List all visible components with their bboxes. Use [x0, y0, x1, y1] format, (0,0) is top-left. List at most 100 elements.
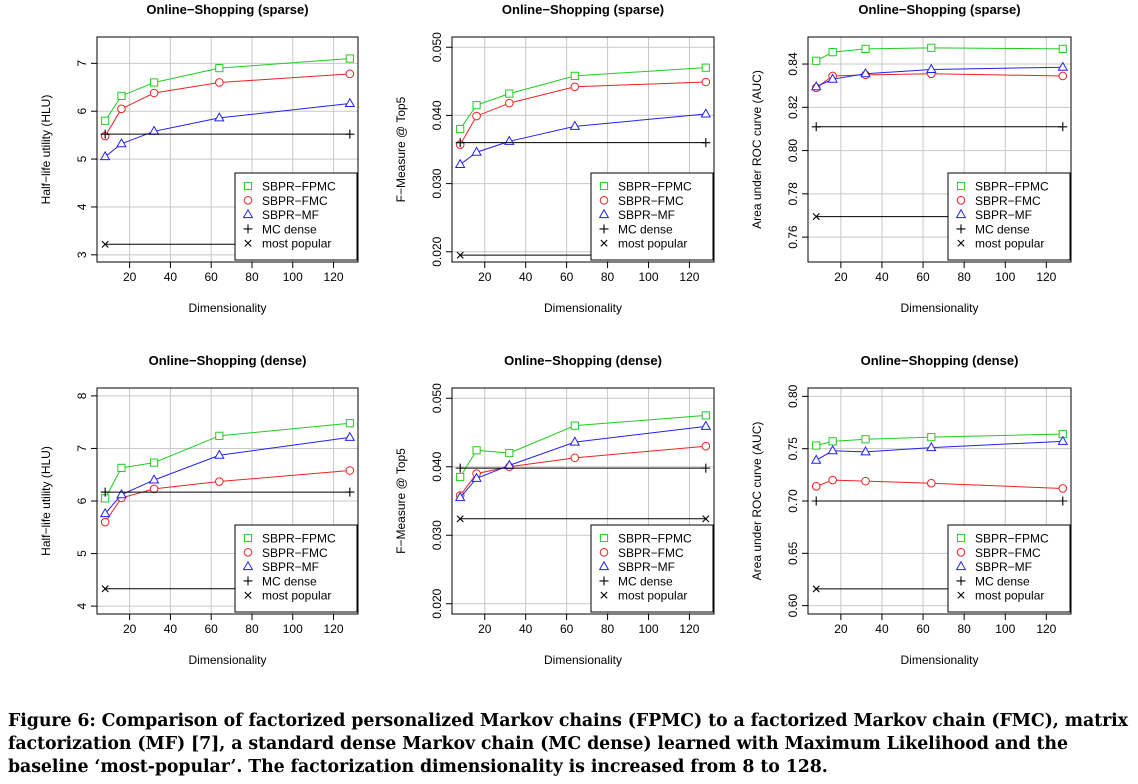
- data-point-triangle: [827, 73, 838, 83]
- legend-label: SBPR−FPMC: [975, 180, 1049, 194]
- chart-panel-5: 20 40 60 80 100 120 0.020 0.030 0.040 0.050 Online…: [394, 353, 715, 667]
- y-axis-label: Half−life utility (HLU): [39, 446, 53, 556]
- data-point-square: [861, 435, 870, 444]
- data-point-plus: [100, 129, 110, 139]
- data-point-plus: [1058, 496, 1068, 506]
- data-point-square: [701, 411, 710, 420]
- y-tick-label: 0.050: [430, 32, 444, 62]
- legend-marker-circle: [599, 196, 609, 205]
- x-tick-label: 120: [324, 270, 344, 284]
- legend-marker-plus: [243, 224, 253, 234]
- data-point-plus: [1058, 122, 1068, 132]
- legend-label: SBPR−MF: [262, 208, 319, 222]
- data-point-square: [570, 421, 579, 430]
- series-line-triangle: [459, 425, 706, 498]
- y-tick-label: 4: [75, 602, 89, 609]
- y-tick-label: 5: [75, 550, 89, 557]
- legend-label: SBPR−FMC: [262, 194, 328, 208]
- data-point-triangle: [810, 454, 822, 464]
- legend-label: SBPR−FPMC: [262, 180, 336, 194]
- legend-marker-circle: [956, 196, 966, 205]
- data-point-plus: [811, 496, 821, 506]
- data-point-square: [505, 448, 514, 458]
- x-axis-label: Dimensionality: [188, 653, 266, 667]
- legend-label: SBPR−FPMC: [618, 532, 692, 546]
- data-point-triangle: [700, 108, 712, 118]
- chart-title: Online−Shopping (sparse): [858, 2, 1020, 17]
- x-tick-label: 20: [123, 270, 137, 284]
- data-point-square: [149, 78, 159, 87]
- x-tick-label: 100: [638, 270, 658, 284]
- data-point-plus: [345, 487, 355, 497]
- data-point-plus: [701, 463, 711, 473]
- y-tick-label: 0.020: [430, 588, 444, 618]
- y-tick-label: 0.020: [430, 236, 444, 266]
- data-point-triangle: [827, 444, 838, 455]
- legend-label: SBPR−FMC: [618, 546, 684, 560]
- data-point-circle: [345, 69, 355, 79]
- data-point-square: [117, 91, 126, 100]
- y-tick-label: 3: [75, 251, 89, 258]
- x-axis-label: Dimensionality: [544, 653, 622, 667]
- y-tick-label: 0.050: [430, 383, 444, 413]
- x-tick-label: 40: [164, 270, 178, 284]
- data-point-triangle: [926, 441, 937, 452]
- y-tick-label: 0.82: [786, 95, 800, 119]
- y-tick-label: 5: [75, 155, 89, 162]
- x-tick-label: 100: [283, 622, 303, 636]
- series-line-square: [815, 47, 1063, 62]
- data-point-circle: [926, 478, 936, 488]
- series-line-circle: [459, 81, 706, 145]
- legend-box: [590, 172, 714, 261]
- x-axis-label: Dimensionality: [188, 301, 266, 315]
- plot-frame: [96, 36, 359, 263]
- data-point-circle: [149, 484, 159, 494]
- x-tick-label: 80: [245, 622, 259, 636]
- x-tick-label: 80: [957, 622, 971, 636]
- data-point-square: [828, 437, 837, 446]
- data-point-x: [812, 585, 820, 593]
- series-line-square: [816, 433, 1063, 447]
- y-tick-label: 0.040: [430, 451, 444, 481]
- legend-label: SBPR−MF: [618, 560, 675, 574]
- data-point-square: [828, 48, 837, 57]
- data-point-triangle: [700, 420, 712, 430]
- data-point-circle: [117, 104, 126, 114]
- y-tick-label: 0.60: [786, 594, 800, 618]
- data-point-triangle: [471, 472, 482, 482]
- data-point-triangle: [344, 97, 356, 108]
- data-point-triangle: [860, 67, 871, 78]
- legend-marker-square: [599, 533, 609, 543]
- series-line-triangle: [816, 66, 1063, 88]
- plot-frame: [451, 36, 715, 263]
- chart-title: Online−Shopping (sparse): [146, 2, 308, 17]
- legend-label: SBPR−FPMC: [975, 532, 1049, 546]
- chart-grid: 20 40 60 80 100 120 3 4 5 6 7 Online−Shopping (spar…: [39, 2, 1072, 667]
- legend-marker-x: [244, 591, 252, 599]
- chart-title: Online−Shopping (dense): [504, 353, 662, 368]
- legend-box: [234, 172, 358, 261]
- x-tick-label: 60: [205, 270, 219, 284]
- data-point-triangle: [1057, 435, 1069, 445]
- legend-label: SBPR−FMC: [975, 546, 1041, 560]
- data-point-circle: [1058, 484, 1068, 493]
- legend-box: [590, 524, 714, 613]
- data-point-triangle: [454, 491, 466, 502]
- data-point-triangle: [99, 507, 111, 518]
- x-axis-label: Dimensionality: [544, 301, 622, 315]
- x-tick-label: 60: [560, 270, 574, 284]
- x-tick-label: 80: [601, 622, 615, 636]
- plot-frame: [807, 36, 1072, 263]
- legend-label: MC dense: [975, 574, 1030, 588]
- data-point-x: [812, 212, 820, 221]
- y-tick-label: 0.040: [430, 100, 444, 130]
- x-tick-label: 40: [875, 622, 889, 636]
- x-tick-label: 80: [245, 270, 259, 284]
- y-tick-label: 0.78: [786, 182, 800, 206]
- x-tick-label: 40: [519, 270, 533, 284]
- legend-marker-plus: [243, 576, 253, 586]
- plot-frame: [451, 387, 715, 615]
- legend-label: MC dense: [262, 222, 317, 236]
- legend-marker-triangle: [242, 208, 254, 219]
- series-line-triangle: [815, 440, 1063, 461]
